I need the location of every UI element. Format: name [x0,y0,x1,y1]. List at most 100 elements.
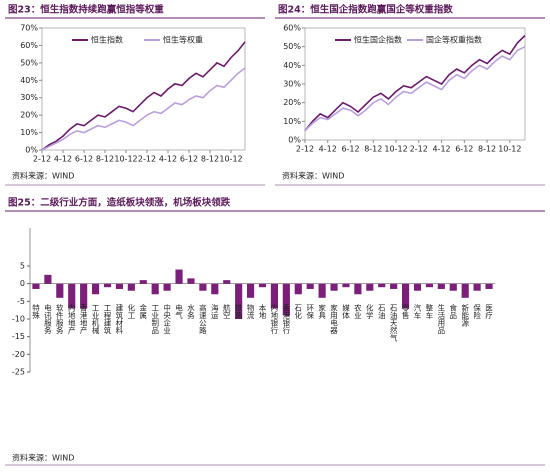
x-tick-label: 6-12 [455,145,473,154]
x-tick-label: 媒体 [341,304,350,321]
y-tick-label: 5 [20,262,25,271]
x-tick-label: 内地地产 [67,303,76,336]
x-tick-label: 2-12 [296,145,314,154]
y-tick-label: 10% [283,117,301,126]
x-tick-label: 10-12 [384,145,407,154]
x-tick-label: 化学 [365,303,374,320]
bar [163,283,171,291]
y-tick-label: 40% [20,76,38,85]
x-tick-label: 整车 [425,303,434,321]
bar [473,283,481,291]
x-tick-label: 8-12 [478,145,496,154]
plot-frame [41,27,246,151]
x-tick-label: 汽车 [413,303,422,321]
bar [80,283,88,309]
x-tick-label: 医疗 [484,304,493,321]
x-tick-label: 4-12 [432,145,450,154]
bar [56,283,64,298]
x-tick-label: 香港银行 [282,303,291,336]
y-tick-label: -15 [12,332,25,341]
bar [402,283,410,309]
bar [270,283,278,309]
bar [187,278,195,284]
x-tick-label: 航空 [222,303,231,320]
series-line [41,41,246,151]
y-tick-label: 0% [25,146,38,155]
y-tick-label: -25 [12,368,25,377]
x-tick-label: 中央企业 [162,303,171,335]
bar [390,283,398,289]
bar [247,283,255,298]
y-tick-label: 50% [283,42,301,51]
x-tick-label: 特殊 [31,303,40,321]
x-tick-label: 4-12 [319,145,337,154]
bar [306,283,314,289]
bar [437,283,445,289]
y-tick-label: -5 [17,297,25,306]
bar [127,283,135,291]
y-tick-label: 50% [20,58,38,67]
y-tick-label: 0 [20,279,25,288]
x-tick-label: 新能源 [460,303,469,328]
y-tick-label: 70% [20,24,38,33]
x-tick-label: 家具 [317,303,326,321]
x-tick-label: 石油天然气 [389,304,398,342]
source-note: 资料来源：WIND [282,171,344,181]
bar [211,283,219,295]
bar [318,283,326,298]
x-tick-label: 6-12 [75,155,93,164]
bar [139,280,147,284]
y-tick-label: 0% [288,136,301,145]
bar [235,283,243,319]
bar [282,283,290,316]
x-tick-label: 工程建筑 [103,304,112,335]
bar [44,274,52,284]
bar [92,283,100,295]
x-tick-label: 电气 [174,303,183,320]
x-tick-label: 10-12 [114,155,137,164]
bar [342,283,350,288]
x-tick-label: 生活用品 [437,303,446,336]
x-tick-label: 2-12 [138,155,156,164]
series-line [304,34,526,132]
x-tick-label: 8-12 [364,145,382,154]
x-tick-label: 10-12 [498,145,521,154]
x-tick-label: 6-12 [180,155,198,164]
series-line [304,45,526,132]
legend-label: 恒生指数 [91,35,123,45]
x-tick-label: 内地银行 [270,303,279,336]
bar [32,283,40,289]
x-tick-label: 建筑材料 [115,303,124,336]
bar [378,283,386,288]
x-tick-label: 8-12 [201,155,219,164]
x-tick-label: 农业 [353,303,362,320]
x-tick-label: 零售 [401,304,410,321]
y-tick-label: 10% [20,128,38,137]
bar [151,283,159,295]
x-tick-label: 香港地产 [79,303,88,336]
x-tick-label: 10-12 [219,155,242,164]
x-tick-label: 铁路 [234,303,243,320]
legend-label: 恒生国企指数 [354,35,402,45]
x-tick-label: 石化 [294,304,303,321]
chart-title: 图24：恒生国企指数跑赢国企等权重指数 [278,4,453,16]
bar [294,283,302,295]
bar [199,283,207,291]
x-tick-label: 金属 [139,303,148,321]
x-tick-label: 电讯服务 [43,303,52,336]
legend-label: 恒生等权重 [163,35,203,45]
y-tick-label: 20% [283,98,301,107]
y-tick-label: 20% [20,111,38,120]
x-tick-label: 2-12 [410,145,428,154]
bar [449,283,457,291]
x-tick-label: 高速公路 [198,303,207,335]
bar [115,283,123,289]
bar [366,283,374,291]
bar [485,283,493,289]
chart-title: 图23：恒生指数持续跑赢恒指等权重 [8,4,164,16]
x-tick-label: 软件服务 [55,303,64,336]
y-tick-label: -10 [12,315,25,324]
x-tick-label: 环保 [305,304,314,321]
